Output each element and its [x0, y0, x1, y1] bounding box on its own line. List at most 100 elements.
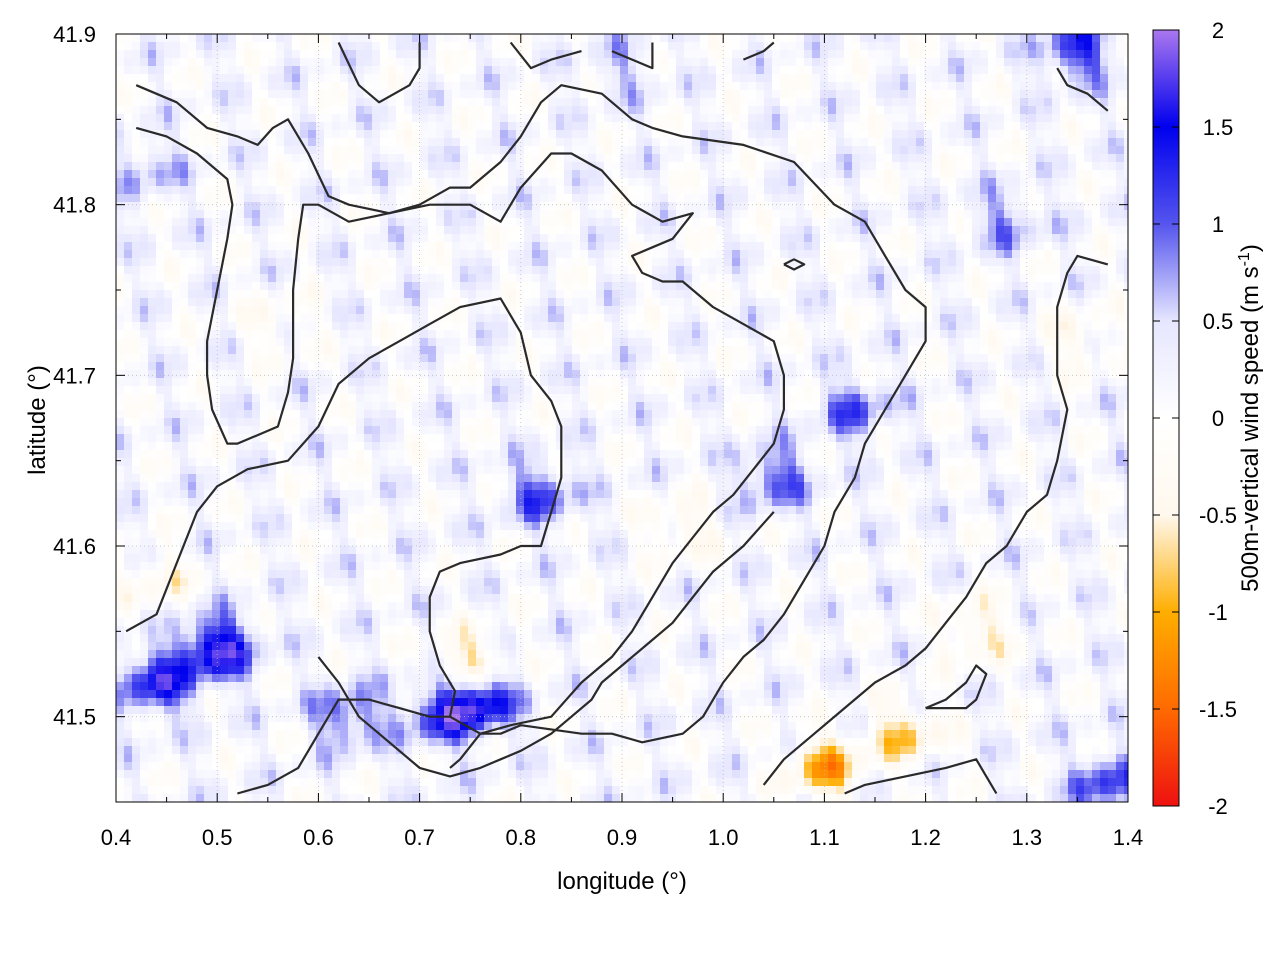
heat-cell	[1044, 146, 1053, 155]
heat-cell	[532, 234, 541, 243]
heat-cell	[532, 226, 541, 235]
heat-cell	[1060, 338, 1069, 347]
heat-cell	[1020, 178, 1029, 187]
heat-cell	[180, 290, 189, 299]
heat-cell	[844, 330, 853, 339]
heat-cell	[220, 322, 229, 331]
heat-cell	[764, 34, 773, 43]
heat-cell	[260, 50, 269, 59]
heat-cell	[156, 258, 165, 267]
heat-cell	[724, 282, 733, 291]
heat-cell	[1108, 250, 1117, 259]
heat-cell	[852, 146, 861, 155]
heat-cell	[284, 290, 293, 299]
heat-cell	[148, 250, 157, 259]
heat-cell	[116, 250, 125, 259]
heat-cell	[868, 82, 877, 91]
heat-cell	[852, 170, 861, 179]
heat-cell	[308, 74, 317, 83]
heat-cell	[1028, 290, 1037, 299]
heat-cell	[572, 266, 581, 275]
heat-cell	[804, 170, 813, 179]
heat-cell	[380, 82, 389, 91]
heat-cell	[404, 282, 413, 291]
heat-cell	[1116, 274, 1125, 283]
heat-cell	[636, 306, 645, 315]
heat-cell	[660, 226, 669, 235]
heat-cell	[444, 250, 453, 259]
heat-cell	[780, 114, 789, 123]
heat-cell	[428, 82, 437, 91]
heat-cell	[212, 322, 221, 331]
heat-cell	[308, 82, 317, 91]
heat-cell	[580, 338, 589, 347]
heat-cell	[396, 218, 405, 227]
heat-cell	[980, 154, 989, 163]
heat-cell	[556, 322, 565, 331]
heat-cell	[188, 186, 197, 195]
heat-cell	[1020, 322, 1029, 331]
heat-cell	[892, 178, 901, 187]
heat-cell	[1028, 194, 1037, 203]
heat-cell	[892, 274, 901, 283]
heat-cell	[620, 122, 629, 131]
heat-cell	[340, 290, 349, 299]
heat-cell	[580, 274, 589, 283]
heat-cell	[124, 58, 133, 67]
heat-cell	[556, 50, 565, 59]
heat-cell	[932, 90, 941, 99]
heat-cell	[404, 90, 413, 99]
heat-cell	[796, 130, 805, 139]
heat-cell	[940, 202, 949, 211]
heat-cell	[1092, 138, 1101, 147]
heat-cell	[124, 282, 133, 291]
heat-cell	[292, 282, 301, 291]
heat-cell	[900, 42, 909, 51]
heat-cell	[644, 114, 653, 123]
heat-cell	[212, 90, 221, 99]
heat-cell	[188, 330, 197, 339]
heat-cell	[588, 66, 597, 75]
heat-cell	[844, 98, 853, 107]
heat-cell	[188, 154, 197, 163]
heat-cell	[612, 338, 621, 347]
heat-cell	[204, 74, 213, 83]
heat-cell	[628, 202, 637, 211]
heat-cell	[340, 138, 349, 147]
heat-cell	[612, 130, 621, 139]
heat-cell	[300, 306, 309, 315]
heat-cell	[1028, 42, 1037, 51]
heat-cell	[716, 82, 725, 91]
heat-cell	[252, 218, 261, 227]
heat-cell	[1052, 258, 1061, 267]
heat-cell	[564, 170, 573, 179]
heat-cell	[156, 202, 165, 211]
heat-cell	[348, 98, 357, 107]
heat-cell	[532, 114, 541, 123]
heat-cell	[996, 194, 1005, 203]
heat-cell	[924, 130, 933, 139]
heat-cell	[260, 242, 269, 251]
heat-cell	[116, 66, 125, 75]
heat-cell	[1028, 338, 1037, 347]
heat-cell	[1020, 58, 1029, 67]
heat-cell	[708, 130, 717, 139]
heat-cell	[140, 266, 149, 275]
heat-cell	[636, 146, 645, 155]
heat-cell	[244, 242, 253, 251]
heat-cell	[364, 314, 373, 323]
heat-cell	[772, 82, 781, 91]
heat-cell	[1012, 122, 1021, 131]
heat-cell	[660, 186, 669, 195]
heat-cell	[412, 234, 421, 243]
heat-cell	[356, 290, 365, 299]
heat-cell	[276, 170, 285, 179]
heat-cell	[708, 194, 717, 203]
heat-cell	[780, 122, 789, 131]
heat-cell	[1012, 178, 1021, 187]
heat-cell	[908, 282, 917, 291]
heat-cell	[772, 258, 781, 267]
heat-cell	[156, 194, 165, 203]
heat-cell	[132, 114, 141, 123]
heat-cell	[644, 98, 653, 107]
